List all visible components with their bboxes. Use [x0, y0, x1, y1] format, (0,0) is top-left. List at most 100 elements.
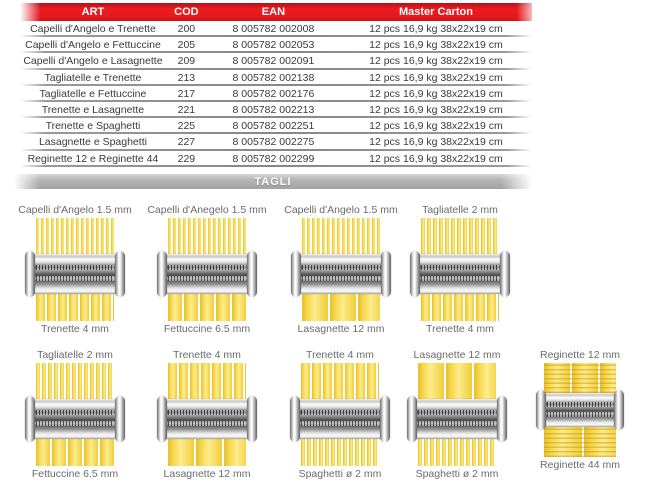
cell-carton: 12 pcs 16,9 kg 38x22x19 cm [369, 39, 503, 52]
header-ean: EAN [261, 6, 286, 18]
roller-teeth [302, 276, 380, 282]
pasta-strands-top [36, 363, 114, 399]
table-row: Capelli d'Angelo e Trenette 200 8 005782 0… [20, 21, 532, 38]
roller-endcap-right [380, 396, 390, 442]
roller-teeth [36, 276, 114, 282]
cell-ean: 8 005782 002251 [232, 120, 315, 133]
roller-teeth [421, 264, 499, 270]
cutter-top-label: Capelli d'Angelo 1.5 mm [284, 204, 398, 216]
pasta-strands-bottom [36, 294, 114, 321]
table-row: Capelli d'Angelo e Lasagnette 209 8 005782… [20, 53, 532, 70]
cutter-unit: Trenette 4 mm Lasagnette 12 mm [141, 348, 273, 481]
cutter-bottom-label: Lasagnette 12 mm [297, 323, 385, 335]
cell-art: Tagliatelle e Fettuccine [39, 87, 147, 100]
cell-art: Capelli d'Angelo e Trenette [30, 23, 156, 36]
cutter-bottom-label: Spaghetti ø 2 mm [415, 468, 499, 480]
section-bar-label: TAGLI [254, 175, 292, 188]
cell-carton: 12 pcs 16,9 kg 38x22x19 cm [369, 120, 503, 133]
header-art: ART [81, 6, 105, 18]
pasta-strands-top [168, 218, 246, 254]
section-bar-tagli: TAGLI [14, 174, 532, 189]
pasta-strands-bottom [36, 439, 114, 466]
header-master-carton: Master Carton [398, 6, 473, 18]
cutter-roller-body [407, 396, 507, 442]
cutter-bottom-label: Trenette 4 mm [426, 323, 494, 335]
roller-teeth [168, 409, 246, 415]
pasta-cutter-image [291, 218, 391, 321]
cell-art: Trenette e Spaghetti [45, 120, 141, 133]
cell-cod: 225 [177, 120, 196, 133]
table-row: Tagliatelle e Fettuccine 217 8 005782 0021… [20, 85, 532, 103]
cutter-top-label: Tagliatelle 2 mm [422, 204, 498, 216]
product-table: ART COD EAN Master Carton Capelli d'Ange… [20, 3, 532, 167]
cell-art: Capelli d'Angelo e Fettuccine [25, 39, 161, 52]
pasta-cutter-image [157, 363, 257, 466]
cell-art: Reginette 12 e Reginette 44 [27, 152, 159, 165]
pasta-strands-bottom [302, 294, 380, 321]
cutter-top-label: Capelli d'Anegelo 1.5 mm [147, 204, 267, 216]
cutter-top-label: Lasagnette 12 mm [413, 349, 501, 361]
cutter-roller-body [410, 251, 510, 297]
cutter-unit: Capelli d'Angelo 1.5 mm Lasagnette 12 mm [275, 203, 407, 336]
pasta-strands-bottom [168, 294, 246, 321]
cutter-bottom-label: Lasagnette 12 mm [163, 468, 251, 480]
cell-art: Capelli d'Angelo e Lasagnette [23, 55, 163, 68]
pasta-cutter-image [290, 363, 390, 466]
pasta-strands-top [168, 363, 246, 399]
pasta-strands-top [36, 218, 114, 254]
cell-cod: 217 [177, 87, 196, 100]
cell-ean: 8 005782 002008 [232, 23, 315, 36]
pasta-cutter-image [25, 218, 125, 321]
pasta-strands-top [301, 363, 379, 399]
roller-endcap-left [536, 390, 546, 430]
roller-endcap-right [500, 251, 510, 297]
cell-cod: 227 [177, 136, 196, 149]
roller-teeth [547, 402, 613, 408]
cell-ean: 8 005782 002299 [232, 152, 315, 165]
pasta-strands-bottom [301, 439, 379, 466]
cell-carton: 12 pcs 16,9 kg 38x22x19 cm [369, 71, 503, 84]
cutter-roller-body [157, 396, 257, 442]
cell-carton: 12 pcs 16,9 kg 38x22x19 cm [369, 87, 503, 100]
cell-ean: 8 005782 002138 [232, 71, 315, 84]
pasta-strands-bottom [544, 427, 616, 457]
roller-teeth [36, 264, 114, 270]
roller-endcap-left [157, 396, 167, 442]
roller-endcap-left [290, 396, 300, 442]
pasta-cutter-image [25, 363, 125, 466]
cutter-roller-body [157, 251, 257, 297]
table-row: Trenette e Lasagnette 221 8 005782 002213 1… [20, 101, 532, 119]
cutter-top-label: Reginette 12 mm [540, 349, 620, 361]
pasta-strands-top [544, 363, 616, 393]
roller-teeth [547, 412, 613, 418]
roller-teeth [168, 276, 246, 282]
cutter-top-label: Trenette 4 mm [173, 349, 241, 361]
roller-endcap-right [247, 396, 257, 442]
cell-ean: 8 005782 002091 [232, 55, 315, 68]
cell-cod: 221 [177, 104, 196, 117]
table-row: Reginette 12 e Reginette 44 229 8 005782 0… [20, 150, 532, 167]
cutter-unit: Trenette 4 mm Spaghetti ø 2 mm [274, 348, 406, 481]
pasta-strands-top [302, 218, 380, 254]
cutter-roller-body [536, 390, 624, 430]
roller-teeth [168, 264, 246, 270]
cell-cod: 205 [177, 39, 196, 52]
roller-endcap-right [247, 251, 257, 297]
roller-teeth [421, 276, 499, 282]
table-header-row: ART COD EAN Master Carton [20, 3, 532, 21]
roller-endcap-left [25, 396, 35, 442]
cutter-bottom-label: Fettuccine 6.5 mm [163, 323, 251, 335]
cell-cod: 229 [177, 152, 196, 165]
cutter-top-label: Capelli d'Angelo 1.5 mm [18, 204, 132, 216]
table-row: Lasagnette e Spaghetti 227 8 005782 002275… [20, 134, 532, 151]
roller-endcap-right [381, 251, 391, 297]
cutter-roller-body [291, 251, 391, 297]
pasta-strands-bottom [421, 294, 499, 321]
cell-ean: 8 005782 002213 [232, 104, 315, 117]
cutter-unit: Capelli d'Angelo 1.5 mm Trenette 4 mm [9, 203, 141, 336]
roller-teeth [301, 421, 379, 427]
pasta-cutter-image [157, 218, 257, 321]
roller-endcap-left [25, 251, 35, 297]
cutter-roller-body [290, 396, 390, 442]
